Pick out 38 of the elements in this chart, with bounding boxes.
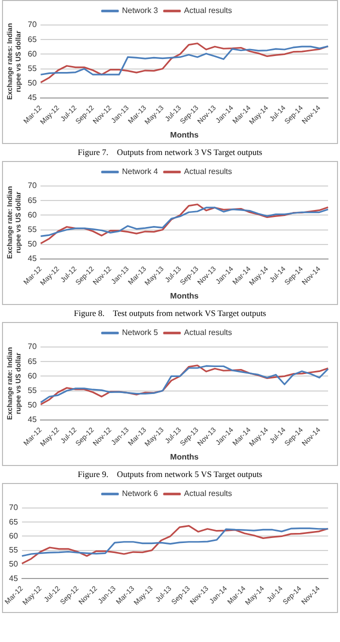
caption: Figure 8. Test outputs from network VS Target outputs xyxy=(72,308,268,318)
y-tick-label: 45 xyxy=(28,93,38,102)
x-axis-title: Months xyxy=(170,130,200,140)
y-tick-label: 60 xyxy=(28,49,38,58)
x-axis-title: Months xyxy=(170,291,200,300)
y-tick-label: 60 xyxy=(28,371,38,380)
y-tick-label: 60 xyxy=(8,531,18,540)
legend-label: Actual results xyxy=(184,328,232,338)
y-tick-label: 65 xyxy=(28,196,38,205)
x-axis-title: Months xyxy=(170,452,200,462)
legend-label: Actual results xyxy=(184,167,232,176)
y-tick-label: 50 xyxy=(8,560,18,569)
y-tick-label: 65 xyxy=(8,517,18,526)
y-tick-label: 70 xyxy=(28,181,38,190)
y-tick-label: 65 xyxy=(28,34,38,44)
y-tick-label: 45 xyxy=(28,254,38,264)
y-tick-label: 45 xyxy=(28,415,38,424)
legend-label: Network 4 xyxy=(122,167,159,176)
y-tick-label: 70 xyxy=(8,503,18,512)
y-tick-label: 55 xyxy=(8,546,18,555)
legend-label: Actual results xyxy=(184,6,232,16)
y-tick-label: 50 xyxy=(28,240,38,249)
y-tick-label: 45 xyxy=(8,574,18,583)
y-tick-label: 55 xyxy=(28,386,38,395)
y-tick-label: 50 xyxy=(28,78,38,88)
legend-label: Network 6 xyxy=(122,489,159,498)
y-tick-label: 60 xyxy=(28,210,38,220)
y-tick-label: 65 xyxy=(28,356,38,366)
y-tick-label: 70 xyxy=(28,20,38,30)
caption: Figure 9. Outputs from network 5 VS Target outputs xyxy=(76,469,264,479)
legend-label: Actual results xyxy=(184,489,232,498)
y-tick-label: 70 xyxy=(28,342,38,352)
y-tick-label: 55 xyxy=(28,64,38,73)
legend-label: Network 3 xyxy=(122,6,159,16)
caption: Figure 7. Outputs from network 3 VS Target outputs xyxy=(76,147,264,157)
y-tick-label: 55 xyxy=(28,224,38,234)
y-tick-label: 50 xyxy=(28,400,38,410)
legend-label: Network 5 xyxy=(122,328,159,338)
